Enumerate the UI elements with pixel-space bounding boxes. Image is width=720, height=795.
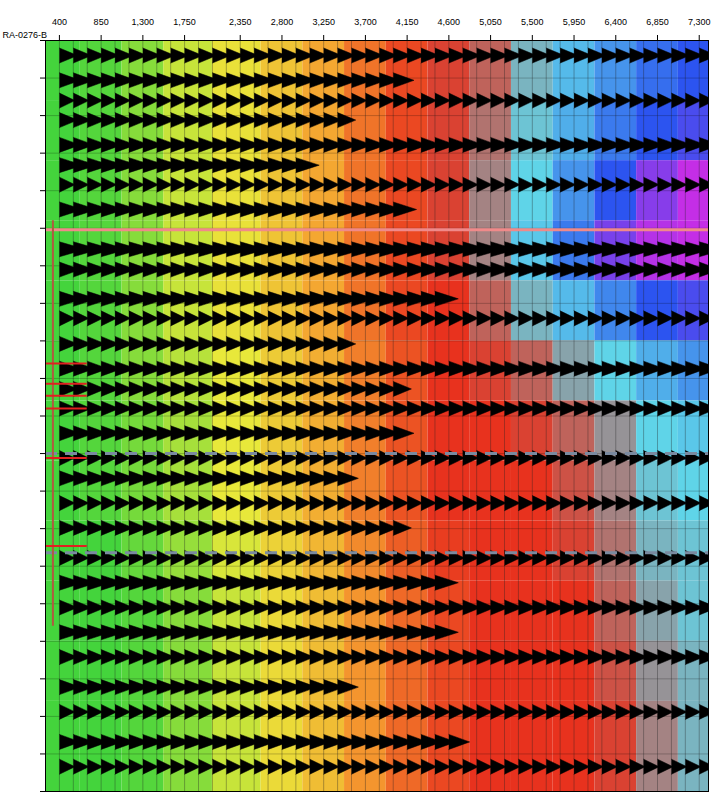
- svg-text:5,500: 5,500: [521, 17, 544, 27]
- svg-text:1,750: 1,750: [173, 17, 196, 27]
- svg-text:400: 400: [52, 17, 67, 27]
- svg-text:5,050: 5,050: [479, 17, 502, 27]
- svg-text:4,150: 4,150: [396, 17, 419, 27]
- svg-text:3,700: 3,700: [354, 17, 377, 27]
- svg-text:RA-0276-B: RA-0276-B: [3, 30, 48, 40]
- svg-text:7,300: 7,300: [688, 17, 711, 27]
- svg-text:6,400: 6,400: [605, 17, 628, 27]
- svg-text:1,300: 1,300: [132, 17, 155, 27]
- svg-text:850: 850: [94, 17, 109, 27]
- svg-text:4,600: 4,600: [438, 17, 461, 27]
- svg-text:2,350: 2,350: [229, 17, 252, 27]
- svg-text:5,950: 5,950: [563, 17, 586, 27]
- svg-text:2,800: 2,800: [271, 17, 294, 27]
- svg-text:3,250: 3,250: [312, 17, 335, 27]
- svg-text:6,850: 6,850: [646, 17, 669, 27]
